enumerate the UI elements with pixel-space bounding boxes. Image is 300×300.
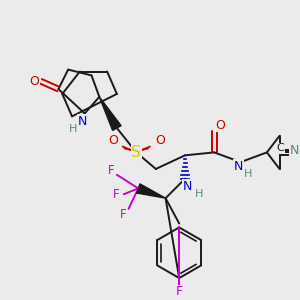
Text: F: F <box>112 188 119 201</box>
Text: H: H <box>69 124 77 134</box>
Text: N: N <box>182 180 192 193</box>
Text: F: F <box>108 164 114 177</box>
Text: F: F <box>176 285 183 298</box>
Text: O: O <box>108 134 118 147</box>
Text: O: O <box>29 75 39 88</box>
Text: N: N <box>78 115 87 128</box>
Polygon shape <box>137 184 166 198</box>
Text: S: S <box>131 145 141 160</box>
Text: C: C <box>277 143 284 154</box>
Text: H: H <box>244 169 253 179</box>
Text: O: O <box>215 118 225 132</box>
Text: O: O <box>155 134 165 147</box>
Text: F: F <box>119 208 126 221</box>
Text: N: N <box>290 144 299 157</box>
Text: H: H <box>194 189 203 199</box>
Polygon shape <box>99 97 121 130</box>
Text: N: N <box>234 160 243 172</box>
